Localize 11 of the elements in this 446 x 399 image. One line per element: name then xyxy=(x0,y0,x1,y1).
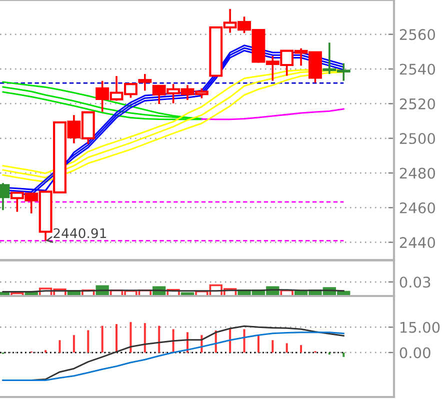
y-tick-label: 2540 xyxy=(400,64,436,75)
y-tick-label: 2480 xyxy=(400,168,436,179)
y-tick-label: 2440 xyxy=(400,237,436,248)
y-tick-label: 2500 xyxy=(400,133,436,144)
y-tick-label: 0.00 xyxy=(400,347,430,358)
annotation: 2440.91 xyxy=(54,228,106,238)
y-tick-label: 2460 xyxy=(400,202,436,214)
y-tick-label: 2560 xyxy=(400,29,436,40)
y-tick-label: 15.00 xyxy=(400,322,440,333)
y-tick-label: 0.03 xyxy=(400,276,430,288)
y-tick-label: 2520 xyxy=(400,98,436,110)
